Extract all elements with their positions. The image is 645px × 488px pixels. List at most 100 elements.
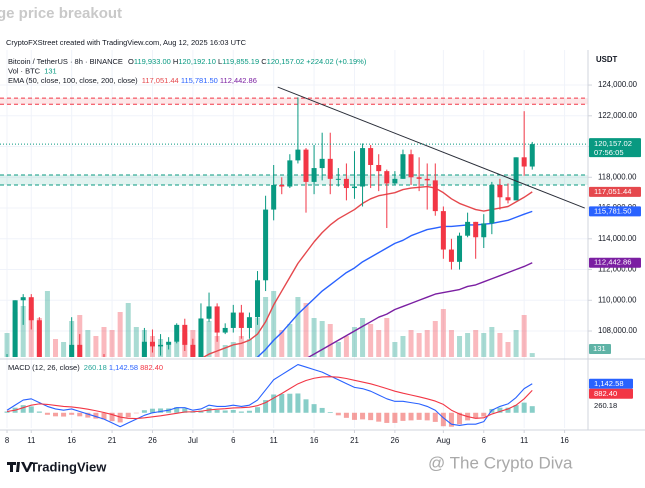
volume-bar xyxy=(246,339,252,357)
macd-histogram-bar xyxy=(149,408,155,413)
macd-histogram-bar xyxy=(4,411,10,413)
volume-bar xyxy=(376,330,382,357)
candle-body xyxy=(376,164,382,172)
candle-body xyxy=(384,171,390,184)
price-pane xyxy=(0,86,588,357)
macd-histogram-bar xyxy=(416,412,422,420)
ema-label: EMA (50, close, 100, close, 200, close) xyxy=(8,76,138,85)
last-price-tag xyxy=(589,138,641,158)
macd-tag-label: 1,142.58 xyxy=(594,379,624,388)
candle-body xyxy=(28,297,34,321)
candle-body xyxy=(481,223,487,238)
ema-value: 112,442.86 xyxy=(220,76,257,85)
ema-tag-label: 117,051.44 xyxy=(594,187,631,196)
macd-tag-label: 882.40 xyxy=(594,389,617,398)
volume-bar xyxy=(174,342,180,357)
x-tick-label: Aug xyxy=(436,436,450,445)
candle-body xyxy=(279,184,285,187)
volume-tag-label: 131 xyxy=(593,344,606,353)
volume-bar xyxy=(311,318,317,357)
macd-line-value: 1,142.58 xyxy=(109,363,138,372)
macd-histogram-bar xyxy=(279,393,285,413)
macd-histogram-bar xyxy=(125,412,131,418)
volume-bar xyxy=(61,342,67,357)
ema-legend: EMA (50, close, 100, close, 200, close) … xyxy=(8,76,257,85)
candle-body xyxy=(465,221,471,236)
volume-bar xyxy=(263,297,269,357)
volume-bar xyxy=(343,336,349,357)
macd-histogram-bar xyxy=(271,394,277,413)
volume-bar xyxy=(287,324,293,357)
candle-body xyxy=(303,149,309,182)
y-tick-label: 108,000.00 xyxy=(598,326,638,335)
macd-histogram-bar xyxy=(61,412,67,417)
macd-histogram-bar xyxy=(335,412,341,416)
macd-histogram-bar xyxy=(182,408,188,413)
subtitle: CryptoFXStreet created with TradingView.… xyxy=(6,38,247,47)
ema-tag-label: 115,781.50 xyxy=(594,206,631,215)
faded-title: ge price breakout xyxy=(0,5,122,22)
macd-histogram-bar xyxy=(440,412,446,427)
volume-bar xyxy=(368,324,374,357)
change: +224.02 (+0.19%) xyxy=(306,57,367,66)
candle-body xyxy=(513,157,519,201)
macd-histogram-bar xyxy=(101,412,107,420)
candle-body xyxy=(141,341,147,357)
macd-histogram-bar xyxy=(384,412,390,423)
macd-histogram-bar xyxy=(343,412,349,418)
macd-histogram-bar xyxy=(133,412,139,414)
macd-histogram-bar xyxy=(432,412,438,422)
candle-body xyxy=(287,160,293,187)
ema-tag xyxy=(589,257,641,268)
ohlc-value: 120,157.02 xyxy=(267,57,305,66)
macd-histogram-bar xyxy=(28,406,34,413)
y-tick-label: 110,000.00 xyxy=(598,295,637,304)
volume-bar xyxy=(489,327,495,357)
candle-body xyxy=(319,158,325,169)
candle-body xyxy=(432,180,438,212)
macd-tag xyxy=(589,378,633,389)
volume-bar xyxy=(384,318,390,357)
ohlc-key: O xyxy=(128,57,134,66)
ema-tag-label: 112,442.86 xyxy=(594,258,631,267)
macd-histogram-bar xyxy=(36,411,42,413)
volume-bar xyxy=(497,333,503,357)
macd-histogram-bar xyxy=(69,412,75,415)
candle-body xyxy=(408,154,414,178)
macd-histogram-bar xyxy=(85,412,91,418)
x-tick-label: 8 xyxy=(5,436,9,445)
x-tick-label: 11 xyxy=(270,436,278,445)
volume-bar xyxy=(28,309,34,357)
macd-histogram-bar xyxy=(521,402,527,413)
macd-histogram-bar xyxy=(238,411,244,413)
x-tick-label: 26 xyxy=(391,436,400,445)
candle-body xyxy=(182,324,188,345)
macd-histogram-bar xyxy=(497,407,503,413)
brand-name: TradingView xyxy=(30,459,107,474)
macd-histogram-bar xyxy=(392,412,398,423)
volume-bar xyxy=(117,312,123,357)
candle-body xyxy=(505,197,511,201)
candle-body xyxy=(20,297,26,301)
last-price-label: 120,157.02 xyxy=(594,139,632,148)
macd-histogram-bar xyxy=(109,412,115,422)
ema-line xyxy=(202,185,533,357)
macd-histogram-bar xyxy=(287,393,293,413)
trendline xyxy=(277,86,585,209)
volume-bar xyxy=(303,303,309,357)
brand: TradingView xyxy=(7,459,107,474)
ohlc-value: 119,855.19 xyxy=(222,57,259,66)
candle-body xyxy=(529,144,535,167)
macd-histogram-bar xyxy=(303,399,309,413)
x-tick-label: 6 xyxy=(482,436,486,445)
x-tick-label: 16 xyxy=(310,436,319,445)
volume-bar xyxy=(400,336,406,357)
volume-bar xyxy=(335,342,341,357)
candle-body xyxy=(335,178,341,180)
x-tick-label: 16 xyxy=(560,436,569,445)
candle-body xyxy=(473,221,479,238)
macd-histogram-bar xyxy=(368,412,374,421)
volume-bar xyxy=(448,330,454,357)
candle-body xyxy=(190,344,196,357)
